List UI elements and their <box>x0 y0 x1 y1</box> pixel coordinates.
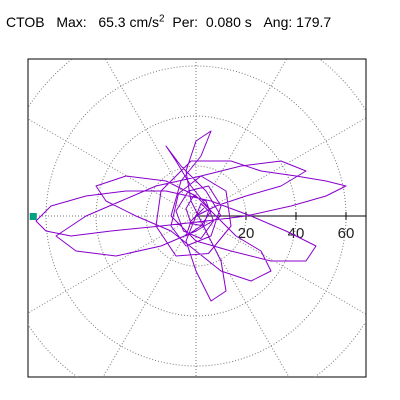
x-tick-label-60: 60 <box>338 225 355 242</box>
max-point-marker <box>29 213 37 220</box>
max-unit-exponent: 2 <box>159 13 165 25</box>
header: CTOB Max: 65.3 cm/s2 Per: 0.080 s Ang: 1… <box>6 14 331 30</box>
grid-radial-150 <box>28 118 197 217</box>
x-tick-label-20: 20 <box>238 225 255 242</box>
trace-group <box>35 130 347 302</box>
x-axis: 20 40 60 <box>196 212 366 242</box>
max-unit: cm/s2 <box>129 13 165 30</box>
max-value: 65.3 <box>98 14 126 30</box>
grid-radial-60 <box>195 59 288 217</box>
series-trace-0 <box>35 130 347 302</box>
grid-radial-30 <box>195 117 366 217</box>
marker-group <box>29 213 37 220</box>
max-label: Max: <box>56 14 87 30</box>
grid-radial-210 <box>28 215 197 314</box>
ang-value: 179.7 <box>296 14 332 30</box>
grid-radial-330 <box>195 215 366 315</box>
ang-label: Ang: <box>263 14 293 30</box>
per-label: Per: <box>172 14 199 30</box>
plot-frame <box>27 58 367 378</box>
grid-radial-240 <box>102 215 197 377</box>
per-value: 0.080 s <box>205 14 252 30</box>
station-code: CTOB <box>6 14 45 30</box>
